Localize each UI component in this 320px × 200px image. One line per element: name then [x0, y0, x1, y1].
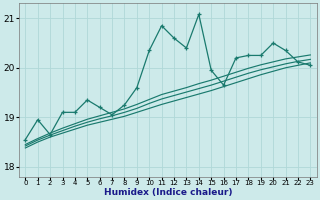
X-axis label: Humidex (Indice chaleur): Humidex (Indice chaleur) [104, 188, 232, 197]
